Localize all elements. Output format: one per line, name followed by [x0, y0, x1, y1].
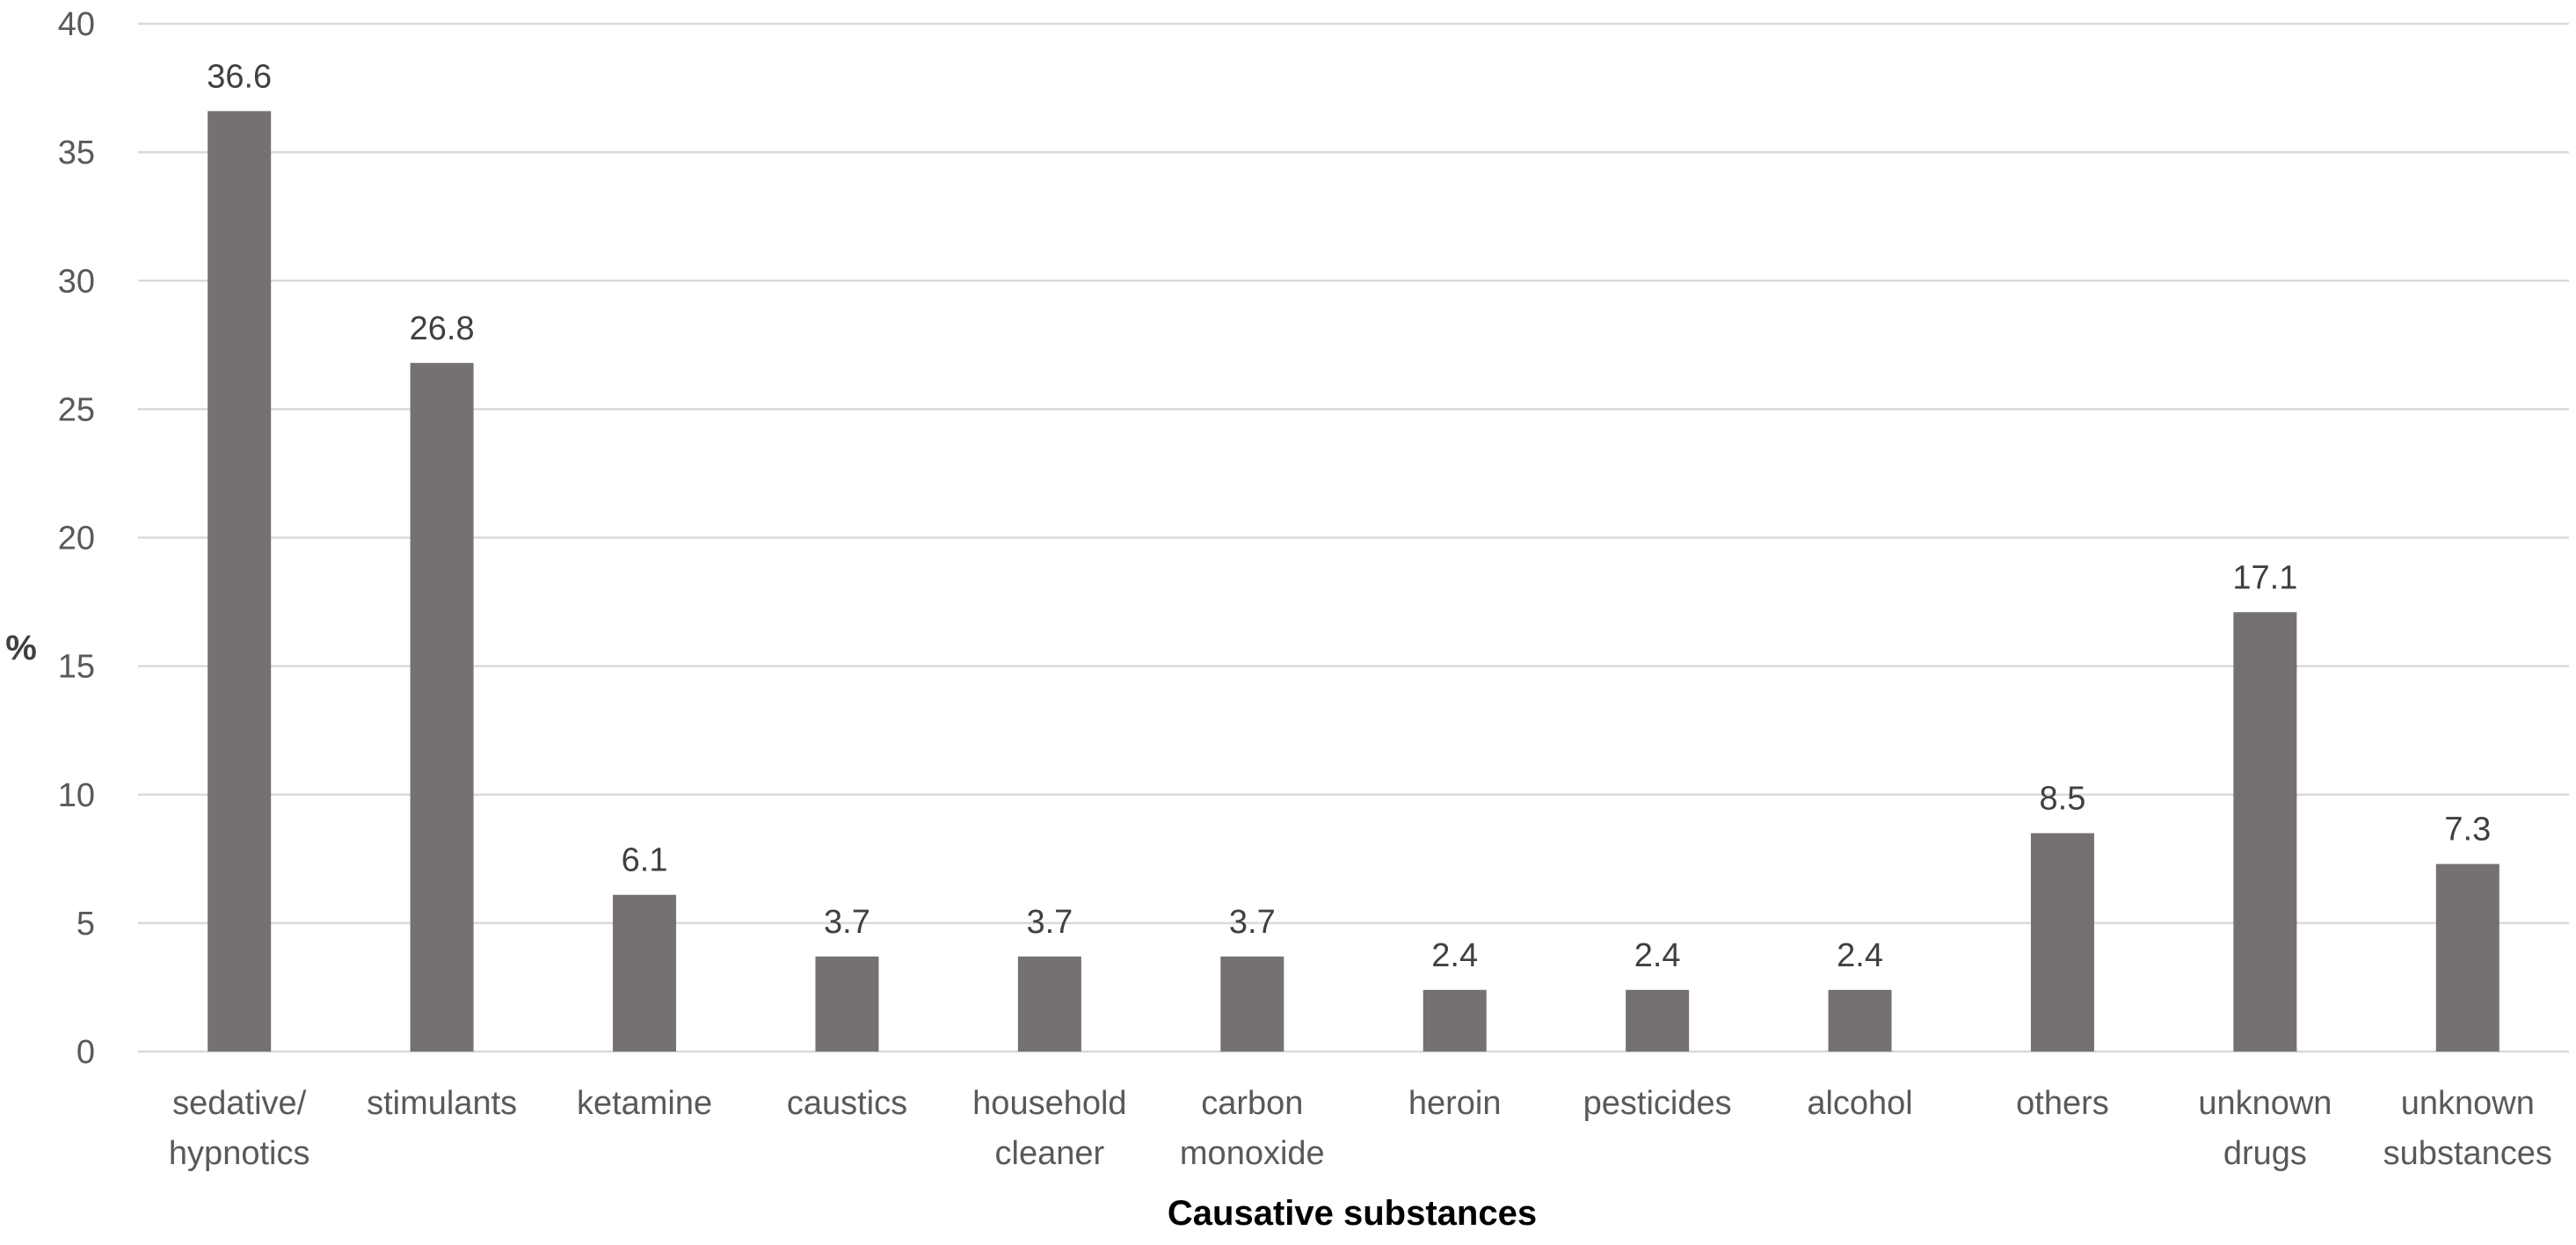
bar-value-label: 2.4: [1431, 937, 1478, 974]
x-category-label: others: [2016, 1085, 2109, 1122]
bar: [1626, 989, 1690, 1052]
bar-value-label: 3.7: [1026, 904, 1073, 941]
bar-value-label: 36.6: [207, 58, 272, 95]
y-tick-label: 20: [58, 521, 95, 557]
bar: [1220, 956, 1284, 1052]
y-tick-label: 40: [58, 6, 95, 43]
data-labels: 36.6 26.8 6.1 3.7 3.7 3.7 2.4 2.4 2.4 8.5 17.1 7.3: [207, 58, 2491, 973]
x-category-label: stimulants: [367, 1085, 517, 1122]
x-category-label: alcohol: [1807, 1085, 1912, 1122]
bar-value-label: 3.7: [1229, 904, 1276, 941]
bar-value-label: 6.1: [622, 842, 668, 879]
y-tick-label: 30: [58, 263, 95, 300]
bar-value-label: 8.5: [2040, 781, 2086, 818]
x-axis-categories: sedative/hypnotics stimulants ketamine caus…: [169, 1085, 2552, 1172]
y-tick-label: 5: [76, 906, 95, 943]
bar: [207, 111, 272, 1052]
bar-value-label: 26.8: [410, 310, 475, 347]
bar-value-label: 17.1: [2232, 559, 2297, 596]
bar-value-label: 7.3: [2444, 812, 2491, 848]
bar-value-label: 3.7: [824, 904, 870, 941]
bar-value-label: 2.4: [1837, 937, 1883, 974]
x-category-label: unknown drugs: [2198, 1085, 2332, 1172]
gridlines: [138, 22, 2569, 1053]
bar: [410, 362, 474, 1052]
bar-value-label: 2.4: [1634, 937, 1681, 974]
x-axis-title: Causative substances: [1168, 1194, 1537, 1233]
y-tick-label: 15: [58, 649, 95, 686]
bar: [1423, 989, 1487, 1052]
x-category-label: unknown substances: [2383, 1085, 2552, 1172]
y-tick-label: 35: [58, 135, 95, 171]
x-category-label: caustics: [787, 1085, 907, 1122]
x-category-label: household cleaner: [972, 1085, 1126, 1172]
bar: [2435, 863, 2500, 1052]
bar: [1828, 989, 1892, 1052]
bar: [2233, 612, 2297, 1052]
x-category-label: pesticides: [1583, 1085, 1732, 1122]
y-axis-ticks: 0 5 10 15 20 25 30 35 40: [58, 6, 95, 1071]
y-axis-label: %: [5, 629, 37, 667]
x-category-label: heroin: [1408, 1085, 1502, 1122]
bar: [1017, 956, 1081, 1052]
y-tick-label: 10: [58, 777, 95, 814]
y-tick-label: 0: [76, 1034, 95, 1071]
x-category-label: sedative/hypnotics: [169, 1085, 310, 1172]
bars: [207, 111, 2500, 1052]
bar: [2030, 833, 2094, 1052]
x-category-label: carbon monoxide: [1180, 1085, 1325, 1172]
bar: [815, 956, 879, 1052]
x-category-label: ketamine: [577, 1085, 712, 1122]
y-tick-label: 25: [58, 391, 95, 428]
bar: [613, 894, 677, 1052]
